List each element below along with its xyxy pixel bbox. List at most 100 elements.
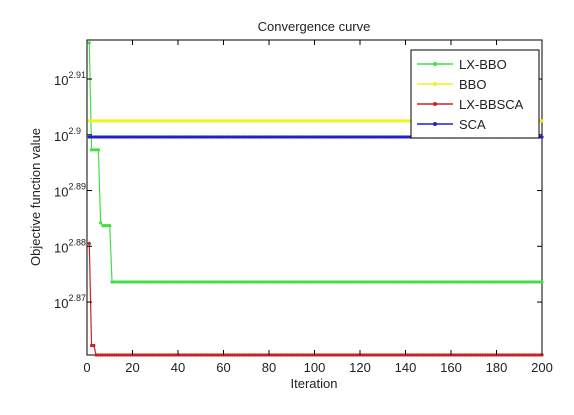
data-point (119, 135, 123, 139)
data-point (231, 353, 235, 357)
data-point (89, 148, 94, 152)
data-point (312, 135, 317, 139)
data-point (278, 135, 282, 139)
data-point (185, 280, 189, 284)
data-point (424, 353, 428, 357)
data-point (126, 280, 130, 284)
data-point (158, 280, 162, 284)
data-point (358, 119, 362, 123)
data-point (108, 353, 112, 357)
data-point (319, 119, 323, 123)
y-tick-label: 102.91 (54, 70, 86, 88)
x-tick-label: 80 (262, 360, 276, 375)
data-point (356, 353, 360, 357)
data-point (303, 119, 307, 123)
data-point (269, 353, 273, 357)
data-point (303, 280, 307, 284)
data-point (351, 280, 355, 284)
data-point (344, 280, 348, 284)
data-point (160, 280, 164, 284)
data-point (365, 353, 369, 357)
data-point (413, 353, 417, 357)
data-point (328, 135, 333, 139)
data-point (178, 353, 182, 357)
data-point (333, 353, 337, 357)
data-point (235, 280, 239, 284)
data-point (385, 119, 389, 123)
data-point (128, 135, 132, 139)
data-point (253, 119, 257, 123)
data-point (271, 280, 276, 284)
data-point (499, 280, 503, 284)
data-point (226, 135, 230, 139)
data-point (212, 135, 216, 139)
data-point (183, 280, 187, 284)
data-point (476, 280, 480, 284)
data-point (340, 280, 344, 284)
data-point (319, 135, 323, 139)
data-point (326, 119, 330, 123)
data-point (87, 135, 91, 139)
data-point (365, 135, 369, 139)
data-point (224, 119, 228, 123)
data-point (290, 135, 294, 139)
data-point (483, 280, 487, 284)
data-point (203, 135, 207, 139)
legend-item-lx-bbsca: LX-BBSCA (417, 97, 524, 112)
data-point (394, 280, 398, 284)
data-point (438, 280, 442, 284)
data-point (153, 353, 157, 357)
data-point (353, 280, 358, 284)
data-point (292, 119, 296, 123)
data-point (385, 353, 389, 357)
data-point (89, 343, 94, 348)
data-point (374, 119, 378, 123)
data-point (367, 280, 371, 284)
data-point (151, 353, 155, 357)
x-axis-label: Iteration (291, 376, 338, 391)
data-point (508, 353, 512, 357)
data-point (231, 280, 235, 284)
data-point (492, 353, 496, 357)
data-point (155, 280, 160, 284)
data-point (299, 280, 303, 284)
data-point (94, 135, 98, 139)
data-point (262, 135, 267, 139)
data-point (171, 135, 176, 139)
data-point (240, 280, 244, 284)
data-point (183, 353, 187, 357)
data-point (319, 280, 323, 284)
data-point (301, 119, 305, 123)
data-point (242, 119, 246, 123)
data-point (119, 119, 123, 123)
data-point (378, 135, 383, 139)
data-point (442, 353, 446, 357)
data-point (524, 280, 528, 284)
series-markers-lx-bbo (87, 41, 544, 284)
data-point (219, 119, 223, 123)
data-point (192, 280, 196, 284)
data-point (108, 135, 112, 139)
data-point (504, 353, 508, 357)
data-point (301, 280, 305, 284)
data-point (262, 119, 267, 123)
data-point (290, 280, 294, 284)
data-point (103, 353, 107, 357)
data-point (153, 119, 157, 123)
data-point (212, 353, 216, 357)
data-point (292, 353, 296, 357)
data-point (451, 353, 455, 357)
data-point (531, 353, 535, 357)
data-point (190, 119, 194, 123)
data-point (283, 135, 287, 139)
data-point (92, 119, 96, 123)
data-point (124, 353, 128, 357)
data-point (99, 135, 103, 139)
data-point (426, 280, 430, 284)
data-point (251, 353, 255, 357)
data-point (315, 135, 319, 139)
data-point (372, 280, 376, 284)
data-point (337, 135, 342, 139)
data-point (406, 280, 410, 284)
data-point (372, 119, 376, 123)
